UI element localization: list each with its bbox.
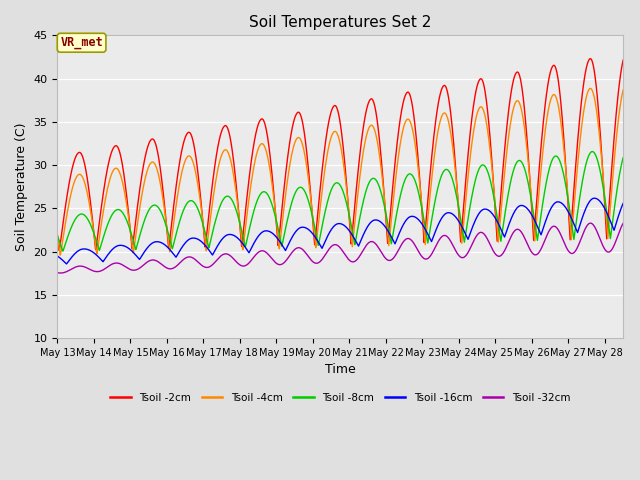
Tsoil -4cm [603, 225, 611, 231]
Tsoil -8cm [620, 155, 627, 160]
Tsoil -8cm [604, 213, 611, 218]
Tsoil -2cm [604, 228, 611, 234]
Title: Soil Temperatures Set 2: Soil Temperatures Set 2 [249, 15, 431, 30]
Tsoil -32cm [57, 270, 65, 276]
Tsoil -32cm [499, 250, 507, 256]
Y-axis label: Soil Temperature (C): Soil Temperature (C) [15, 122, 28, 251]
Tsoil -4cm [83, 187, 90, 192]
Tsoil -2cm [54, 232, 61, 238]
Text: VR_met: VR_met [60, 36, 103, 49]
Tsoil -2cm [55, 248, 63, 253]
Tsoil -2cm [329, 105, 337, 110]
Tsoil -16cm [591, 195, 598, 201]
X-axis label: Time: Time [325, 363, 356, 376]
Tsoil -32cm [587, 220, 595, 226]
Tsoil -16cm [63, 261, 70, 267]
Tsoil -2cm [83, 171, 90, 177]
Tsoil -16cm [314, 238, 322, 244]
Tsoil -32cm [54, 270, 61, 276]
Tsoil -8cm [603, 211, 611, 216]
Tsoil -32cm [604, 249, 611, 255]
Tsoil -4cm [620, 87, 627, 93]
Tsoil -16cm [603, 210, 611, 216]
Tsoil -4cm [329, 131, 337, 136]
Tsoil -16cm [499, 231, 507, 237]
Tsoil -16cm [54, 253, 61, 259]
Tsoil -4cm [314, 227, 322, 232]
Tsoil -2cm [314, 210, 322, 216]
Tsoil -16cm [604, 211, 611, 216]
Line: Tsoil -4cm: Tsoil -4cm [58, 88, 623, 255]
Legend: Tsoil -2cm, Tsoil -4cm, Tsoil -8cm, Tsoil -16cm, Tsoil -32cm: Tsoil -2cm, Tsoil -4cm, Tsoil -8cm, Tsoi… [106, 389, 575, 407]
Tsoil -16cm [620, 201, 627, 206]
Tsoil -4cm [54, 233, 61, 239]
Tsoil -2cm [586, 56, 594, 61]
Tsoil -4cm [499, 185, 507, 191]
Tsoil -16cm [83, 246, 90, 252]
Tsoil -8cm [588, 149, 596, 155]
Tsoil -8cm [59, 248, 67, 254]
Tsoil -2cm [499, 164, 507, 169]
Tsoil -8cm [83, 215, 90, 220]
Tsoil -8cm [54, 233, 61, 239]
Tsoil -32cm [329, 242, 337, 248]
Tsoil -8cm [314, 240, 322, 245]
Tsoil -4cm [586, 85, 594, 91]
Tsoil -2cm [603, 232, 611, 238]
Line: Tsoil -2cm: Tsoil -2cm [58, 59, 623, 251]
Tsoil -8cm [329, 184, 337, 190]
Line: Tsoil -32cm: Tsoil -32cm [58, 223, 623, 273]
Line: Tsoil -16cm: Tsoil -16cm [58, 198, 623, 264]
Tsoil -8cm [499, 223, 507, 229]
Tsoil -2cm [620, 57, 627, 63]
Tsoil -32cm [620, 220, 627, 226]
Tsoil -32cm [314, 260, 322, 266]
Tsoil -4cm [56, 252, 64, 258]
Tsoil -4cm [604, 229, 611, 235]
Tsoil -16cm [329, 225, 337, 230]
Line: Tsoil -8cm: Tsoil -8cm [58, 152, 623, 251]
Tsoil -32cm [603, 249, 611, 254]
Tsoil -32cm [83, 265, 90, 271]
